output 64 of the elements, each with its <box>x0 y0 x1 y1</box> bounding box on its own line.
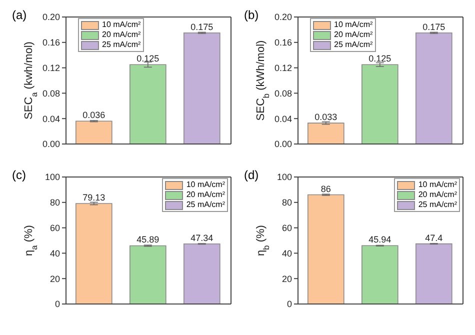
data-label: 0.175 <box>422 22 446 32</box>
y-tick-label: 20 <box>282 274 292 284</box>
legend-label: 20 mA/cm² <box>418 190 457 200</box>
y-tick-label: 0.00 <box>42 139 60 150</box>
data-label: 79.13 <box>82 192 106 203</box>
data-label: 0.125 <box>136 54 160 64</box>
chart-title: (b) <box>244 8 259 22</box>
y-tick-label: 0.08 <box>274 88 292 98</box>
y-tick-label: 80 <box>282 198 292 208</box>
data-label: 45.89 <box>136 234 160 245</box>
legend-label: 10 mA/cm² <box>418 180 457 190</box>
bar <box>308 194 344 304</box>
bar <box>362 245 398 304</box>
data-label: 47.4 <box>425 232 443 243</box>
y-tick-label: 0.12 <box>42 62 60 73</box>
legend-label: 20 mA/cm² <box>102 30 141 40</box>
y-tick-label: 60 <box>50 222 60 233</box>
y-tick-label: 0.08 <box>42 88 60 98</box>
legend-label: 10 mA/cm² <box>186 180 225 190</box>
bar <box>76 203 112 304</box>
y-tick-label: 0.20 <box>42 12 60 22</box>
y-tick-label: 0.04 <box>274 114 292 124</box>
y-tick-label: 100 <box>276 172 292 182</box>
y-tick-label: 40 <box>282 248 292 258</box>
y-tick-label: 0 <box>54 299 60 310</box>
bar <box>308 122 344 144</box>
legend-label: 25 mA/cm² <box>334 40 373 50</box>
data-label: 0.033 <box>314 112 338 122</box>
bar <box>362 64 398 144</box>
bar <box>184 32 220 144</box>
y-tick-label: 100 <box>44 172 60 182</box>
bar <box>130 245 166 304</box>
y-tick-label: 0.04 <box>42 114 60 124</box>
legend-label: 25 mA/cm² <box>186 200 225 210</box>
chart-title: (d) <box>244 168 259 182</box>
y-tick-label: 0.12 <box>274 62 292 73</box>
y-tick-label: 0.16 <box>274 38 292 48</box>
legend-label: 25 mA/cm² <box>418 200 457 210</box>
data-label: 45.94 <box>368 234 392 245</box>
y-tick-label: 80 <box>50 198 60 208</box>
legend-label: 10 mA/cm² <box>102 20 141 30</box>
chart-title: (c) <box>12 168 26 182</box>
data-label: 86 <box>320 184 331 194</box>
y-tick-label: 0.00 <box>274 139 292 150</box>
bar <box>76 120 112 144</box>
data-label: 0.125 <box>368 54 392 64</box>
legend-label: 20 mA/cm² <box>186 190 225 200</box>
data-label: 47.34 <box>190 232 214 243</box>
data-label: 0.175 <box>190 22 214 32</box>
data-label: 0.036 <box>82 110 106 120</box>
y-tick-label: 40 <box>50 248 60 258</box>
bar <box>184 243 220 304</box>
y-tick-label: 20 <box>50 274 60 284</box>
bar <box>416 32 452 144</box>
y-tick-label: 0.16 <box>42 38 60 48</box>
legend-label: 20 mA/cm² <box>334 30 373 40</box>
y-tick-label: 0 <box>286 299 292 310</box>
y-tick-label: 60 <box>282 222 292 233</box>
y-tick-label: 0.20 <box>274 12 292 22</box>
chart-title: (a) <box>12 8 27 22</box>
bar <box>416 243 452 304</box>
legend-label: 10 mA/cm² <box>334 20 373 30</box>
bar <box>130 64 166 144</box>
legend-label: 25 mA/cm² <box>102 40 141 50</box>
